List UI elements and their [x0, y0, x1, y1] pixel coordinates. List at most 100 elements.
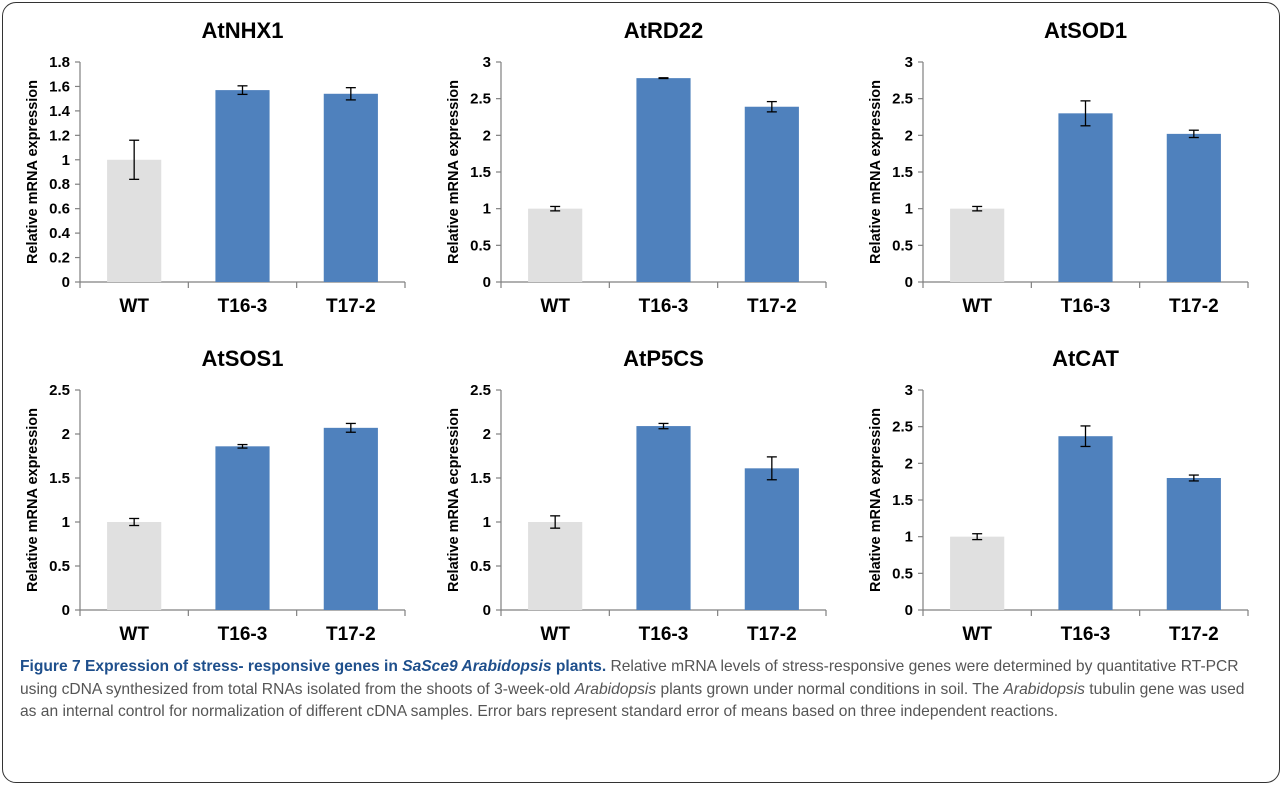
chart-atsod1: AtSOD1 Relative mRNA expression 0 0.5 1 1.5 2 2… [868, 18, 1249, 317]
y-tick-label: 2 [62, 426, 70, 443]
y-tick-label: 0 [62, 274, 70, 291]
error-bar-wt [550, 205, 561, 212]
x-tick-label: T17-2 [747, 296, 797, 317]
y-tick-label: 2 [483, 426, 491, 443]
y-tick-label: 1.2 [49, 127, 70, 144]
bar-t16-3 [1058, 113, 1113, 282]
bar-wt [950, 208, 1005, 282]
y-tick-label: 3 [483, 54, 491, 71]
chart-title: AtNHX1 [202, 18, 284, 43]
error-bar-t17-2 [345, 87, 356, 101]
bar-wt [528, 208, 583, 282]
x-tick-label: T17-2 [747, 624, 797, 645]
y-tick-label: 0.4 [49, 225, 71, 242]
x-tick-label: WT [119, 296, 149, 317]
error-bar-wt [972, 533, 983, 541]
x-tick-label: T16-3 [639, 296, 689, 317]
error-bar-t16-3 [1080, 100, 1091, 127]
y-tick-label: 0.2 [49, 250, 70, 267]
y-tick-label: 0 [905, 274, 913, 291]
caption-title-part-1: Expression of stress- responsive genes i… [85, 658, 403, 675]
y-tick-label: 0.6 [49, 201, 70, 218]
y-axis-label: Relative mRNA expression [25, 408, 41, 592]
bar-t17-2 [1166, 478, 1221, 610]
bar-t17-2 [744, 106, 799, 282]
y-tick-label: 2.5 [892, 91, 913, 108]
chart-title: AtSOS1 [202, 346, 284, 371]
bar-t16-3 [636, 426, 691, 610]
x-tick-label: WT [540, 624, 570, 645]
y-tick-label: 1.5 [49, 470, 70, 487]
y-tick-label: 2.5 [470, 382, 491, 399]
y-tick-label: 2 [905, 455, 913, 472]
y-axis-label: Relative mRNA expression [868, 408, 884, 592]
caption-text-part-4: Arabidopsis [1003, 680, 1085, 698]
y-tick-label: 0.5 [470, 558, 491, 575]
error-bar-wt [972, 205, 983, 212]
error-bar-t16-3 [237, 85, 248, 96]
y-tick-label: 2.5 [470, 91, 491, 108]
y-tick-label: 1 [483, 201, 491, 218]
y-tick-label: 1 [905, 529, 913, 546]
bar-t17-2 [323, 427, 378, 610]
y-tick-label: 2 [905, 127, 913, 144]
caption-text-part-5: tubulin gene was used as an internal con… [20, 680, 1245, 721]
y-tick-label: 1 [62, 514, 70, 531]
figure-caption: Figure 7 Expression of stress- responsiv… [20, 656, 1265, 724]
y-tick-label: 2.5 [892, 419, 913, 436]
error-bar-t17-2 [1188, 474, 1199, 482]
y-tick-label: 2.5 [49, 382, 70, 399]
x-tick-label: T16-3 [218, 624, 268, 645]
y-tick-label: 1.8 [49, 54, 70, 71]
bar-t17-2 [323, 93, 378, 283]
error-bar-t17-2 [345, 422, 356, 433]
y-tick-label: 1 [62, 152, 70, 169]
y-tick-label: 1 [483, 514, 491, 531]
x-tick-label: T16-3 [639, 624, 689, 645]
y-tick-label: 1 [905, 201, 913, 218]
error-bar-t17-2 [1188, 129, 1199, 139]
bar-t16-3 [215, 90, 270, 282]
y-tick-label: 0 [483, 274, 491, 291]
chart-atcat: AtCAT Relative mRNA expression 0 0.5 1 1.5 2 2.… [868, 346, 1249, 645]
x-tick-label: T17-2 [1169, 296, 1219, 317]
bar-t16-3 [636, 78, 691, 282]
y-tick-label: 3 [905, 54, 913, 71]
y-axis-label: Relative mRNA expression [446, 80, 462, 264]
x-tick-label: WT [119, 624, 149, 645]
y-tick-label: 1.5 [892, 492, 913, 509]
y-tick-label: 0 [62, 602, 70, 619]
bar-t16-3 [215, 446, 270, 610]
x-tick-label: WT [540, 296, 570, 317]
x-tick-label: T16-3 [218, 296, 268, 317]
y-axis-label: Relative mRNA expression [25, 80, 41, 264]
bar-wt [107, 159, 162, 282]
chart-atsos1: AtSOS1 Relative mRNA expression 0 0.5 1 1.5 2 2… [25, 346, 406, 645]
y-tick-label: 3 [905, 382, 913, 399]
y-tick-label: 1.5 [892, 164, 913, 181]
bar-t17-2 [1166, 133, 1221, 282]
y-tick-label: 0.5 [892, 237, 913, 254]
y-axis-label: Relative mRNA expression [868, 80, 884, 264]
bar-t16-3 [1058, 436, 1113, 610]
x-tick-label: T16-3 [1061, 624, 1111, 645]
chart-atnhx1: AtNHX1 Relative mRNA expression 0 0.2 0.4 0.6… [25, 18, 406, 317]
caption-text-part-1: Relative mRNA levels of stress-responsiv… [20, 658, 1239, 698]
x-tick-label: T16-3 [1061, 296, 1111, 317]
chart-atrd22: AtRD22 Relative mRNA expression 0 0.5 1 1.5 2 2… [446, 18, 827, 317]
x-tick-label: WT [962, 296, 992, 317]
caption-text-part-2: Arabidopsis [574, 680, 657, 698]
chart-title: AtSOD1 [1044, 18, 1127, 43]
y-tick-label: 0 [905, 602, 913, 619]
chart-atp5cs: AtP5CS Relative mRNA ecpression 0 0.5 1 1.5 2 2… [446, 346, 827, 645]
y-tick-label: 0.5 [49, 558, 70, 575]
caption-label: Figure 7 [20, 658, 81, 675]
error-bar-t17-2 [766, 456, 777, 481]
chart-title: AtCAT [1052, 346, 1119, 371]
y-tick-label: 1.6 [49, 78, 70, 95]
y-tick-label: 0.5 [470, 237, 491, 254]
error-bar-wt [550, 515, 561, 529]
x-tick-label: T17-2 [1169, 624, 1219, 645]
error-bar-t16-3 [237, 443, 248, 449]
